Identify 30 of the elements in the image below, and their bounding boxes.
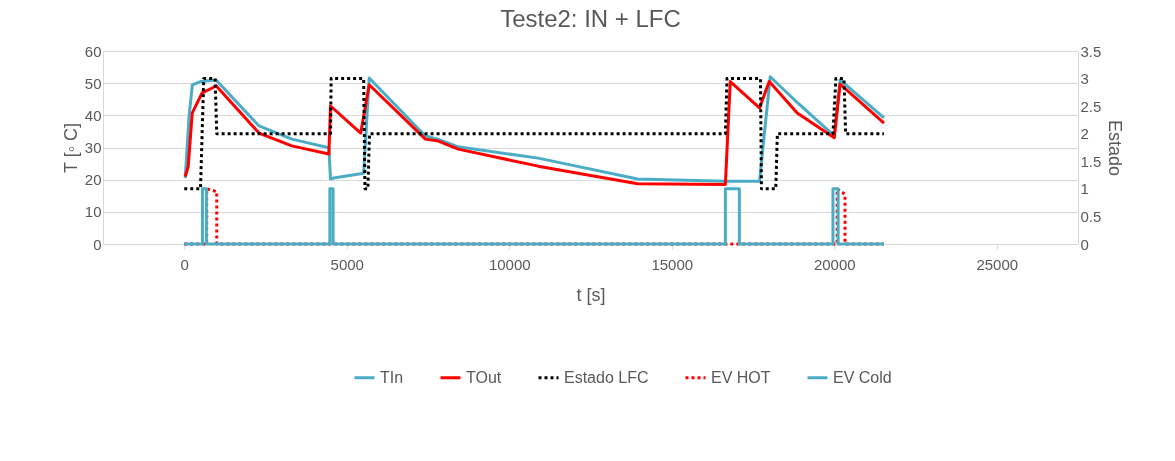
y2-tick-label: 2.5 (1080, 97, 1102, 115)
y2-tick-label: 3 (1080, 70, 1089, 88)
legend-label: TOut (466, 368, 502, 386)
y2-tick-label: 2 (1080, 125, 1089, 143)
x-tick-label: 25000 (976, 255, 1019, 273)
y2-tick-label: 3.5 (1080, 42, 1102, 60)
y-axis-title: T [◦ C] (60, 122, 81, 174)
legend-label: TIn (380, 368, 404, 386)
y-tick-label: 30 (84, 139, 102, 156)
x-tick-label: 0 (180, 255, 189, 273)
y-tick-label: 60 (84, 42, 102, 60)
y2-tick-label: 0.5 (1080, 207, 1102, 225)
x-tick-label: 20000 (813, 255, 856, 273)
legend-label: Estado LFC (564, 368, 649, 386)
x-tick-label: 15000 (651, 255, 694, 273)
x-axis-title: t [s] (576, 284, 606, 305)
y-tick-label: 20 (84, 171, 102, 189)
y-tick-label: 10 (84, 203, 102, 221)
y2-axis-title: Estado (1105, 119, 1126, 177)
y2-tick-label: 0 (1080, 235, 1089, 253)
y2-tick-label: 1 (1080, 180, 1089, 198)
y2-tick-label: 1.5 (1080, 152, 1102, 170)
y-tick-label: 50 (84, 74, 102, 92)
x-tick-label: 5000 (330, 255, 364, 273)
y-tick-label: 40 (84, 106, 102, 124)
legend-label: EV Cold (833, 368, 892, 386)
y-tick-label: 0 (93, 235, 102, 253)
chart-title: Teste2: IN + LFC (500, 5, 681, 32)
x-tick-label: 10000 (488, 255, 531, 273)
legend-label: EV HOT (711, 368, 771, 386)
